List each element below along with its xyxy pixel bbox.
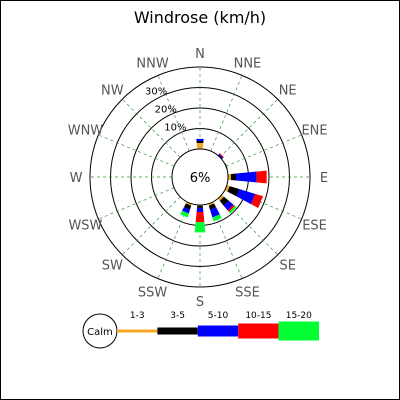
bar-s-3-5 xyxy=(197,205,203,208)
legend-swatch-1-3 xyxy=(117,329,158,333)
bar-ssw-5-10 xyxy=(182,207,191,214)
legend-label-1-3: 1-3 xyxy=(130,311,145,321)
spoke-wnw xyxy=(98,134,175,167)
bar-n-5-10 xyxy=(196,138,204,141)
direction-label-nnw: NNW xyxy=(136,56,168,71)
direction-labels: N NNE NE ENE E ESE SE SSE S SSW SW WSW W WNW NW NNW xyxy=(68,47,328,310)
legend-swatch-10-15 xyxy=(238,323,279,339)
radial-tick-10: 10% xyxy=(164,123,186,134)
spoke-wsw xyxy=(98,187,175,220)
calm-percentage: 6% xyxy=(190,171,211,186)
bar-ne-5-10 xyxy=(217,153,224,160)
direction-label-s: S xyxy=(196,295,204,310)
radial-tick-20: 20% xyxy=(155,105,177,116)
direction-label-ne: NE xyxy=(279,83,297,98)
direction-label-nw: NW xyxy=(101,83,124,98)
direction-label-sse: SSE xyxy=(235,286,260,301)
spoke-sw xyxy=(121,196,181,256)
bar-sse-15-20 xyxy=(212,214,222,222)
legend-label-5-10: 5-10 xyxy=(208,311,229,321)
legend-label-3-5: 3-5 xyxy=(170,311,185,321)
bar-ssw-1-3 xyxy=(185,201,192,206)
bar-se-5-10 xyxy=(223,200,234,211)
direction-label-ssw: SSW xyxy=(138,286,168,301)
spoke-ene xyxy=(225,134,302,167)
bar-se-3-5 xyxy=(219,196,229,206)
calm-circle xyxy=(171,148,229,206)
bar-n-3-5 xyxy=(196,140,204,144)
bars-layer xyxy=(180,138,267,233)
radial-tick-30: 30% xyxy=(145,86,167,97)
legend-label-10-15: 10-15 xyxy=(245,311,271,321)
bar-ese-10-15 xyxy=(250,193,264,208)
direction-label-nne: NNE xyxy=(234,56,262,71)
bar-ssw-3-5 xyxy=(183,203,192,210)
bar-ese-3-5 xyxy=(227,186,240,197)
bar-ne-10-15 xyxy=(219,153,224,158)
spoke-ne xyxy=(219,98,279,158)
bar-sse-1-3 xyxy=(208,201,215,206)
grid-circle-2 xyxy=(130,107,270,247)
bar-sse-3-5 xyxy=(208,203,217,210)
bar-e-1-3 xyxy=(227,174,231,180)
bar-se-1-3 xyxy=(217,194,224,201)
spoke-nw xyxy=(121,98,181,158)
legend-swatch-15-20 xyxy=(278,321,319,341)
radial-tick-labels: 10% 20% 30% xyxy=(145,86,186,133)
bar-ssw-15-20 xyxy=(180,210,189,218)
direction-label-n: N xyxy=(195,47,205,62)
direction-label-w: W xyxy=(70,171,83,186)
bar-sse-5-10 xyxy=(209,207,220,218)
chart-title: Windrose (km/h) xyxy=(134,8,266,27)
legend-label-15-20: 15-20 xyxy=(286,311,312,321)
direction-label-wsw: WSW xyxy=(68,218,102,233)
direction-label-sw: SW xyxy=(102,259,123,274)
calm-center-group: 6% xyxy=(171,148,229,206)
bar-se-10-15 xyxy=(227,204,236,213)
bar-ese-5-10 xyxy=(236,189,256,205)
bar-e-10-15 xyxy=(256,170,267,184)
direction-label-e: E xyxy=(320,171,328,186)
legend-calm-label: Calm xyxy=(87,327,113,338)
bar-ese-1-3 xyxy=(224,185,230,192)
bar-se-15-20 xyxy=(228,205,237,214)
bar-e-5-10 xyxy=(236,171,257,183)
bar-s-10-15 xyxy=(195,212,205,223)
direction-label-ene: ENE xyxy=(301,124,327,139)
direction-label-ese: ESE xyxy=(302,218,327,233)
direction-label-se: SE xyxy=(279,259,295,274)
spoke-nnw xyxy=(157,75,190,152)
bar-s-5-10 xyxy=(196,207,204,213)
spoke-nne xyxy=(210,75,243,152)
legend-swatch-5-10 xyxy=(197,325,239,337)
bar-e-3-5 xyxy=(230,173,237,181)
legend: Calm 1-3 3-5 5-10 10-15 15-20 xyxy=(82,311,319,349)
bar-s-15-20 xyxy=(194,222,206,233)
bar-n-1-3 xyxy=(196,143,204,150)
direction-label-wnw: WNW xyxy=(68,124,104,139)
grid-circle-outer xyxy=(89,66,311,288)
legend-swatch-3-5 xyxy=(157,327,198,335)
